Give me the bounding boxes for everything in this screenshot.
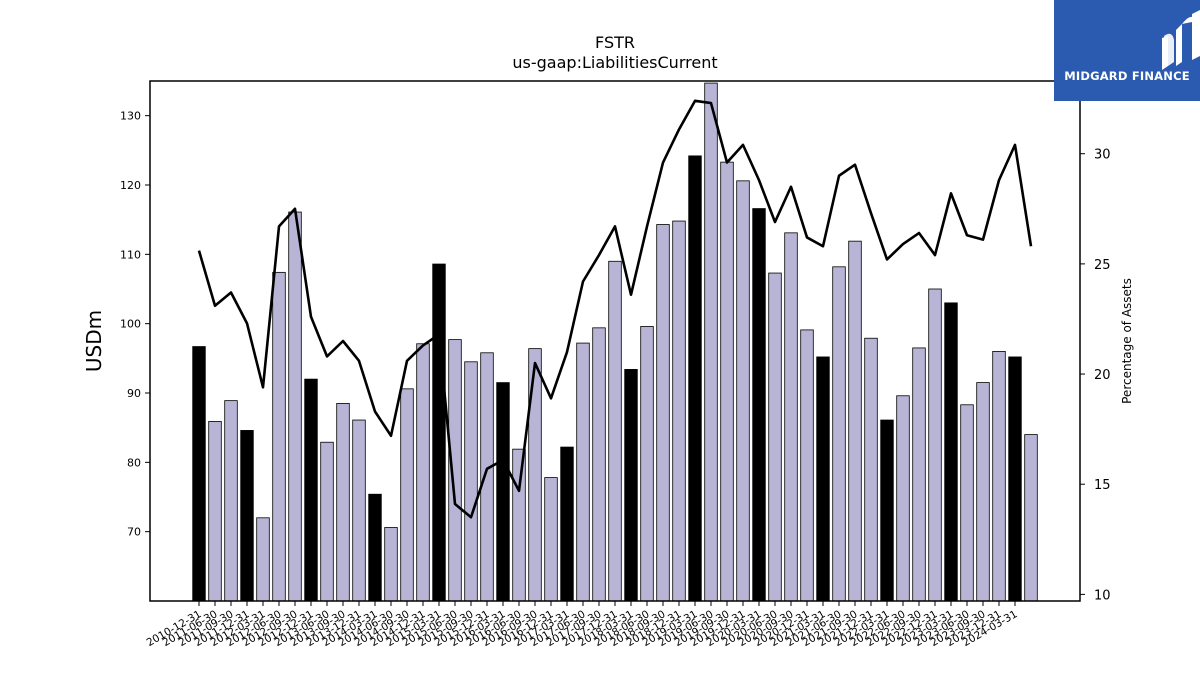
bar: [480, 352, 494, 602]
bar: [192, 346, 206, 602]
bar: [1024, 434, 1038, 602]
bar: [512, 448, 526, 602]
chart-title: FSTR: [595, 33, 635, 52]
bar: [992, 350, 1006, 602]
brand-logo: MIDGARD FINANCE: [1054, 0, 1200, 101]
bar: [320, 441, 334, 602]
y-tick-label: 100: [120, 318, 141, 331]
bar: [464, 361, 478, 602]
bar: [432, 263, 446, 602]
bar: [224, 400, 238, 602]
bar: [672, 220, 686, 602]
y-tick-label: 80: [127, 456, 141, 469]
y-axis-label: USDm: [82, 310, 106, 372]
y2-tick-label: 20: [1094, 368, 1111, 383]
bar: [816, 356, 830, 602]
bar: [832, 266, 846, 602]
bar: [736, 180, 750, 602]
y2-tick-label: 30: [1094, 148, 1111, 163]
chart-subtitle: us-gaap:LiabilitiesCurrent: [512, 53, 717, 72]
bar: [784, 232, 798, 602]
bar: [560, 446, 574, 602]
midgard-logo-icon: [1162, 10, 1200, 70]
bars-layer: [192, 82, 1038, 602]
y-tick-label: 120: [120, 179, 141, 192]
bar: [912, 347, 926, 602]
bar: [960, 404, 974, 602]
percentage-line: [197, 99, 1033, 519]
y2-tick-label: 25: [1094, 258, 1111, 273]
y-tick-label: 130: [120, 110, 141, 123]
y-tick-label: 90: [127, 387, 141, 400]
bar: [640, 326, 654, 602]
y-tick-label: 110: [120, 248, 141, 261]
bar: [208, 421, 222, 602]
bar: [336, 402, 350, 602]
bar: [656, 224, 670, 602]
bar: [624, 369, 638, 602]
bar: [352, 419, 366, 602]
bar: [416, 343, 430, 602]
bar: [768, 272, 782, 602]
bar: [304, 378, 318, 602]
bar: [704, 82, 718, 602]
bar: [688, 155, 702, 602]
y2-tick-label: 10: [1094, 588, 1111, 603]
bar: [752, 208, 766, 602]
bar: [896, 395, 910, 602]
bar: [800, 329, 814, 602]
bar: [864, 337, 878, 602]
bar: [576, 342, 590, 602]
bar: [944, 302, 958, 602]
bar: [1008, 356, 1022, 602]
bar: [592, 327, 606, 602]
bar: [496, 382, 510, 602]
bar: [240, 430, 254, 602]
y-tick-label: 70: [127, 526, 141, 539]
bar: [928, 288, 942, 602]
bar: [544, 477, 558, 602]
bar: [608, 260, 622, 602]
y2-tick-label: 15: [1094, 478, 1111, 493]
y2-axis-label: Percentage of Assets: [1120, 278, 1134, 404]
bar: [848, 240, 862, 602]
bar: [368, 493, 382, 602]
bar: [880, 419, 894, 602]
axes-layer: 70809010011012013010152025302010-12-3120…: [120, 80, 1111, 649]
bar: [720, 161, 734, 602]
bar: [400, 388, 414, 602]
bar: [272, 271, 286, 602]
bar: [528, 348, 542, 602]
bar: [256, 517, 270, 602]
bar: [976, 382, 990, 602]
line-layer: [197, 99, 1033, 519]
bar: [384, 527, 398, 602]
logo-text: MIDGARD FINANCE: [1064, 69, 1190, 83]
bar: [288, 211, 302, 602]
